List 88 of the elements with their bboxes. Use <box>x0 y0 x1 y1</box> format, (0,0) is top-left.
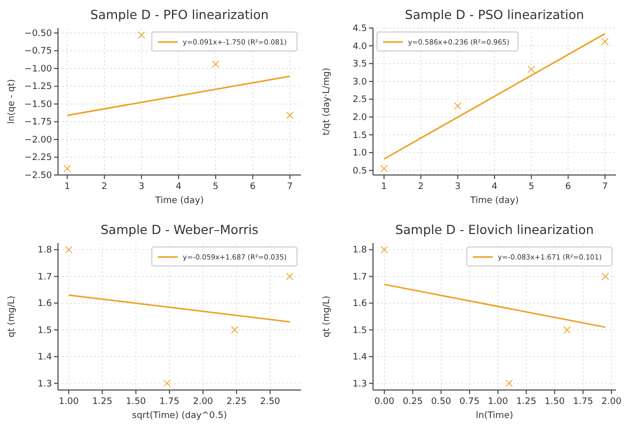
y-axis-title: t/qt (day·L/mg) <box>322 68 332 136</box>
y-tick-label: −1.75 <box>24 118 52 128</box>
y-tick-label: 1.5 <box>352 130 367 141</box>
x-tick-label: 0.25 <box>402 397 423 407</box>
x-tick-label: 7 <box>602 182 608 192</box>
x-tick-label: 1.75 <box>573 397 594 407</box>
y-tick-label: 1.5 <box>352 326 367 336</box>
x-axis-title: sqrt(Time) (day^0.5) <box>132 411 227 421</box>
x-tick-label: 2.25 <box>226 397 247 407</box>
point <box>505 380 513 388</box>
y-axis-title: qt (mg/L) <box>322 296 332 338</box>
x-tick-label: 1.00 <box>488 397 508 407</box>
y-axis-title: qt (mg/L) <box>7 296 17 338</box>
x-tick-label: 1.75 <box>159 397 180 407</box>
y-tick-label: −1.25 <box>24 82 52 92</box>
point <box>64 164 71 172</box>
x-tick-label: 2.00 <box>192 397 214 407</box>
point <box>65 246 72 254</box>
point <box>138 31 146 39</box>
y-tick-label: 2.0 <box>352 112 368 123</box>
y-tick-label: −0.75 <box>24 46 52 57</box>
x-tick-label: 4 <box>176 182 182 192</box>
x-tick-label: 2 <box>418 182 424 192</box>
y-tick-label: 4.5 <box>352 24 367 34</box>
x-tick-label: 6 <box>250 182 256 192</box>
x-tick-label: 0.75 <box>459 397 480 407</box>
y-tick-label: −2.00 <box>24 135 52 146</box>
x-tick-label: 5 <box>528 182 534 192</box>
y-tick-label: 2.5 <box>352 95 367 106</box>
x-tick-label: 2 <box>102 182 108 192</box>
x-tick-label: 0.50 <box>431 397 452 407</box>
y-tick-label: 1.8 <box>352 246 368 256</box>
x-tick-label: 6 <box>565 182 572 192</box>
y-tick-label: 1.7 <box>38 272 52 282</box>
x-tick-label: 3 <box>138 182 144 192</box>
y-tick-label: 1.7 <box>352 272 367 282</box>
point <box>286 112 294 120</box>
x-tick-label: 1.25 <box>92 397 112 407</box>
x-tick-label: 5 <box>212 182 219 192</box>
chart-title: Sample D - Elovich linearization <box>395 222 594 237</box>
x-tick-label: 1.00 <box>58 397 80 407</box>
y-tick-label: 4.0 <box>352 42 368 52</box>
y-tick-label: 1.3 <box>38 379 52 390</box>
y-tick-label: −1.00 <box>24 64 52 74</box>
chart-title: Sample D - PSO linearization <box>404 7 584 22</box>
x-tick-label: 3 <box>454 182 461 192</box>
y-tick-label: 1.6 <box>38 299 52 310</box>
point <box>601 38 609 46</box>
x-tick-label: 0.00 <box>374 397 395 407</box>
y-tick-label: 1.5 <box>38 326 52 336</box>
x-tick-label: 1.50 <box>544 397 565 407</box>
x-tick-label: 7 <box>287 182 293 192</box>
point <box>563 326 571 334</box>
x-axis-title: Time (day) <box>154 196 204 206</box>
x-tick-label: 1.25 <box>516 397 536 407</box>
x-axis-title: ln(Time) <box>476 411 514 421</box>
x-tick-label: 2.00 <box>601 397 622 407</box>
point <box>380 246 388 254</box>
point <box>286 272 294 280</box>
point <box>454 102 462 110</box>
x-tick-label: 4 <box>492 182 498 192</box>
y-tick-label: 1.6 <box>352 299 368 310</box>
y-tick-label: −0.50 <box>24 28 52 39</box>
point <box>163 380 171 388</box>
point <box>230 326 238 334</box>
point <box>528 66 536 73</box>
x-tick-label: 1 <box>381 182 387 192</box>
y-tick-label: 3.5 <box>352 60 367 70</box>
point <box>212 60 220 68</box>
point <box>380 164 388 172</box>
y-axis-title: ln(qe - qt) <box>7 79 17 124</box>
chart-title: Sample D - Weber–Morris <box>100 222 258 237</box>
y-tick-label: 1.0 <box>352 148 368 159</box>
y-tick-label: 1.3 <box>352 379 367 390</box>
x-axis-title: Time (day) <box>469 196 519 206</box>
y-tick-label: 0.5 <box>352 166 367 176</box>
y-tick-label: 1.4 <box>38 352 52 363</box>
chart-title: Sample D - PFO linearization <box>90 7 269 22</box>
y-tick-label: 3.0 <box>352 77 368 88</box>
y-tick-label: −2.25 <box>24 153 52 164</box>
y-tick-label: −1.50 <box>24 100 52 110</box>
x-tick-label: 1 <box>64 182 70 192</box>
x-tick-label: 2.50 <box>260 397 280 407</box>
y-tick-label: 1.4 <box>352 352 368 363</box>
y-tick-label: 1.8 <box>38 246 52 256</box>
x-tick-label: 1.50 <box>126 397 146 407</box>
y-tick-label: −2.50 <box>24 170 52 181</box>
point <box>602 272 610 280</box>
